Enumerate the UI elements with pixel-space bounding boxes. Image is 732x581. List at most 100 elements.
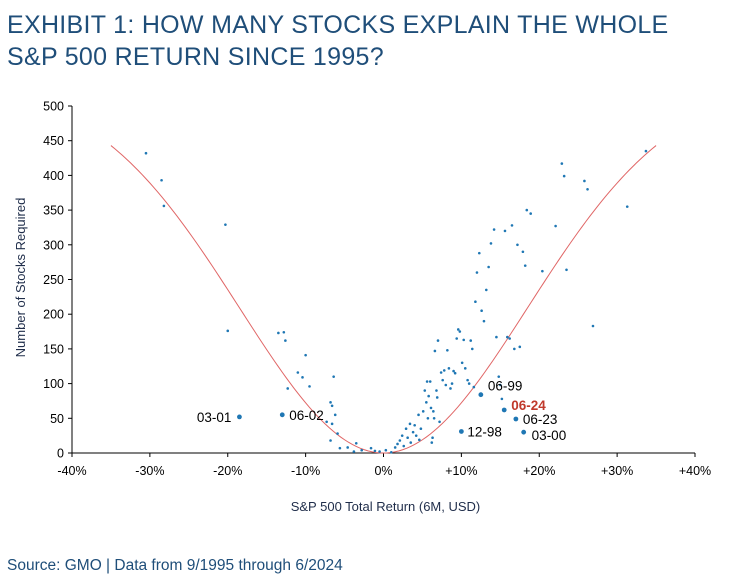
data-point [489,242,493,245]
data-point [644,149,648,153]
data-point [541,269,544,273]
labeled-point-06-99 [478,392,484,398]
y-tick-label: 0 [57,447,64,461]
data-point [282,330,286,334]
data-point [456,328,460,331]
data-point [400,434,404,437]
data-point [384,448,388,452]
data-point [224,223,227,226]
x-tick-label: -40% [57,464,86,478]
data-point [495,335,498,339]
data-point [402,444,406,448]
data-point [441,378,444,382]
data-point [586,187,589,191]
data-point [332,375,335,378]
y-tick-label: 200 [43,308,64,322]
point-label-03-01: 03-01 [197,410,232,425]
data-point [469,339,473,342]
y-tick-label: 450 [43,134,64,148]
data-point [304,353,307,357]
data-point [447,367,451,370]
data-point [497,375,501,378]
x-tick-label: +40% [679,464,711,478]
data-point [336,432,339,435]
data-point [406,436,409,440]
labeled-point-06-23 [513,416,519,422]
data-point [510,224,514,227]
data-point [277,331,280,335]
data-point [508,337,511,340]
data-point [436,339,440,342]
data-point [414,434,418,437]
point-label-06-02: 06-02 [289,408,324,423]
fit-curve-layer [110,145,657,454]
data-point [286,387,290,390]
data-point [396,442,399,446]
data-point [475,271,479,274]
data-point [560,162,564,165]
data-point [419,427,423,431]
y-tick-label: 50 [50,412,64,426]
data-point [521,250,525,254]
data-point [378,450,381,453]
data-point [438,420,441,424]
data-point [329,401,332,404]
data-point [346,446,349,449]
data-point [431,436,434,440]
data-point [417,413,420,417]
data-point [453,371,457,375]
labeled-point-03-00 [521,429,527,435]
data-point [463,367,467,370]
labeled-point-03-01 [237,414,242,420]
data-point [423,389,427,392]
chart-title: EXHIBIT 1: HOW MANY STOCKS EXPLAIN THE W… [7,11,669,71]
data-point [409,441,413,444]
data-point [284,339,287,342]
scatter-chart: 0 50 100 150 200 250 300 350 400 450 500 -40% -30% -2… [13,100,711,515]
data-point [352,450,356,453]
x-tick-label: -20% [213,464,242,478]
data-point [455,337,459,340]
data-point [338,446,342,450]
data-point [439,371,443,374]
x-axis-label: S&P 500 Total Return (6M, USD) [291,499,481,514]
data-point [433,349,437,353]
data-point [408,422,412,426]
data-point [492,228,496,231]
data-point [591,324,595,328]
data-point [562,174,566,178]
data-point [484,288,488,292]
data-point [393,446,397,449]
y-axis-label: Number of Stocks Required [13,198,28,358]
data-point [474,300,477,304]
data-point [516,243,519,247]
data-point [625,205,629,208]
y-tick-label: 300 [43,238,64,252]
point-label-03-00: 03-00 [532,428,567,443]
y-tick-label: 250 [43,273,64,287]
axes: 0 50 100 150 200 250 300 350 400 450 500 -40% -30% -2… [43,100,711,479]
data-point [160,178,163,182]
point-label-06-24: 06-24 [511,398,546,413]
data-point [462,338,466,342]
data-point [477,251,481,255]
data-point [162,204,166,208]
y-tick-label: 100 [43,377,64,391]
data-point [460,361,464,365]
data-point [425,401,428,404]
fit-curve [110,145,657,454]
data-point [389,451,393,454]
point-label-06-23: 06-23 [523,412,558,427]
source-note: Source: GMO | Data from 9/1995 through 6… [7,557,343,574]
x-tick-label: -30% [135,464,164,478]
data-point [425,380,429,383]
data-point [308,385,311,388]
data-point [411,430,415,434]
data-point [466,378,469,382]
data-point [565,268,568,272]
data-point [354,441,358,445]
data-point [369,446,373,450]
data-point [458,330,462,333]
data-point [421,410,425,413]
